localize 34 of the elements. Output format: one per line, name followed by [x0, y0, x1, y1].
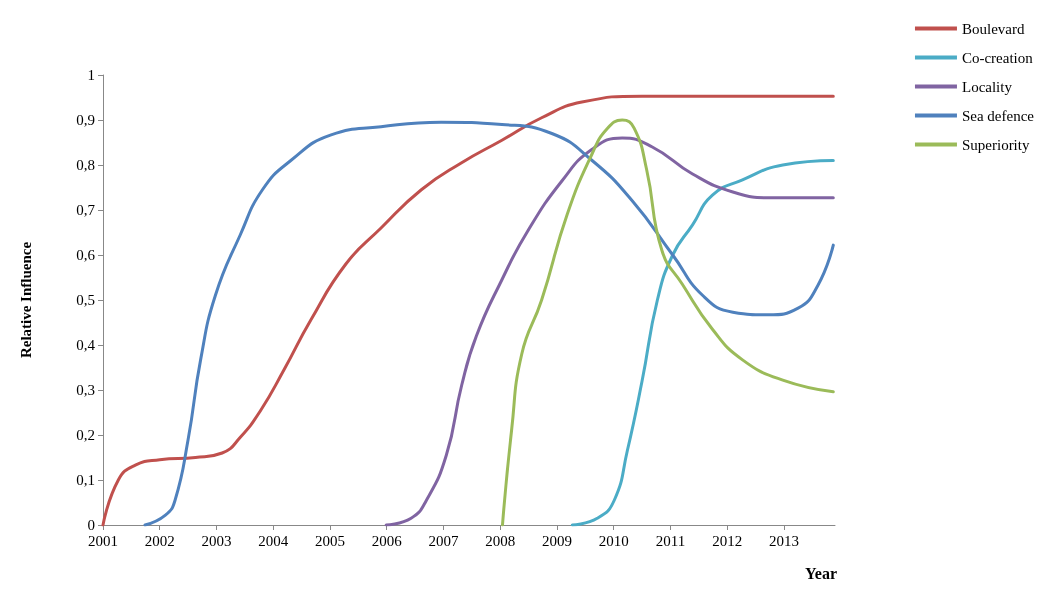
y-tick-label: 0,8 — [76, 157, 95, 173]
x-tick-label: 2005 — [314, 532, 345, 549]
x-tick-label: 2010 — [598, 532, 629, 549]
y-tick-label: 0,6 — [76, 247, 96, 263]
y-tick-label: 0,5 — [76, 292, 95, 308]
x-axis-title: Year — [805, 564, 837, 582]
y-tick-label: 0,9 — [76, 112, 95, 128]
y-tick-label: 0,1 — [76, 472, 95, 488]
x-tick-label: 2011 — [655, 532, 686, 549]
x-tick-label: 2004 — [258, 532, 289, 549]
x-tick-label: 2012 — [712, 532, 743, 549]
legend-label: Locality — [961, 78, 1013, 95]
legend-label: Boulevard — [961, 20, 1025, 37]
x-tick-label: 2007 — [428, 532, 459, 549]
x-tick-label: 2003 — [201, 532, 232, 549]
y-tick-label: 0 — [87, 517, 95, 533]
legend-label: Superiority — [961, 136, 1030, 153]
x-tick-label: 2008 — [485, 532, 516, 549]
x-tick-label: 2001 — [88, 532, 118, 549]
line-series — [384, 136, 835, 527]
legend-label: Sea defence — [961, 107, 1035, 124]
y-axis-title: Relative Influence — [17, 241, 34, 359]
y-tick-label: 1 — [87, 67, 95, 83]
x-tick-label: 2006 — [371, 532, 403, 549]
x-tick-label: 2009 — [541, 532, 572, 549]
x-tick-label: 2002 — [144, 532, 175, 549]
y-tick-label: 0,7 — [76, 202, 96, 218]
y-tick-label: 0,2 — [76, 427, 95, 443]
line-series — [570, 159, 835, 527]
line-series — [500, 118, 835, 527]
y-tick-label: 0,4 — [76, 337, 96, 353]
y-tick-label: 0,3 — [76, 382, 95, 398]
legend-label: Co-creation — [961, 49, 1034, 66]
x-tick-label: 2013 — [768, 532, 799, 549]
